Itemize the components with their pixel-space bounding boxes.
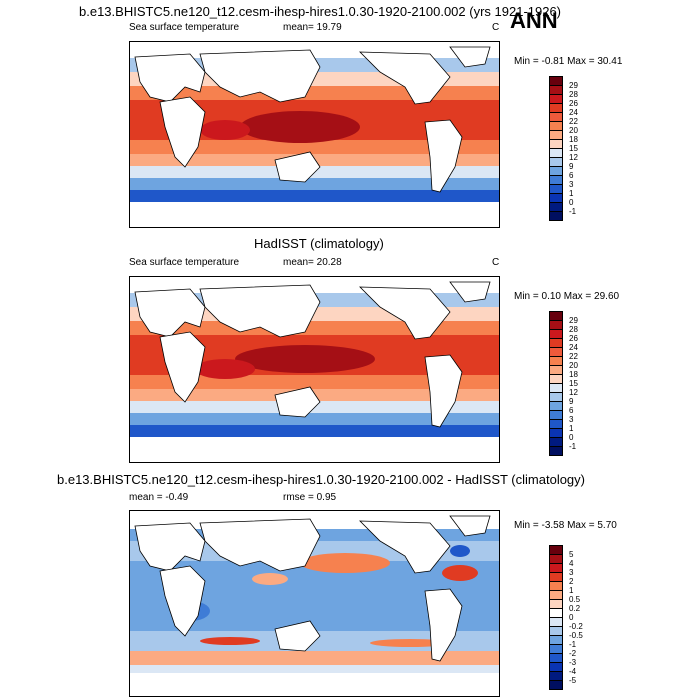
colorbar-label: -5 (569, 676, 577, 685)
colorbar-label: 22 (569, 352, 578, 361)
panel-3-rmse-label: rmse = 0.95 (283, 492, 337, 503)
panel-1-map (129, 41, 500, 228)
colorbar-label: -1 (569, 640, 577, 649)
colorbar-label: 22 (569, 117, 578, 126)
colorbar-label: 6 (569, 406, 574, 415)
colorbar-label: 18 (569, 370, 578, 379)
colorbar-label: 0.2 (569, 604, 581, 613)
colorbar-label: 1 (569, 586, 574, 595)
colorbar-label: -0.2 (569, 622, 583, 631)
colorbar-label: 4 (569, 559, 574, 568)
colorbar-label: -1 (569, 442, 577, 451)
colorbar-label: 6 (569, 171, 574, 180)
colorbar-label: 0 (569, 613, 574, 622)
colorbar-label: 18 (569, 135, 578, 144)
colorbar-label: 3 (569, 415, 574, 424)
panel-3-colorbar: 5 4 3 2 1 0.5 0.2 0 -0.2 -0.5 -1 -2 -3 -… (549, 545, 589, 697)
colorbar-label: 24 (569, 343, 578, 352)
colorbar-label: 9 (569, 162, 574, 171)
colorbar-label: 20 (569, 126, 578, 135)
colorbar-label: 20 (569, 361, 578, 370)
colorbar-label: 0 (569, 198, 574, 207)
panel-1-variable-label: Sea surface temperature (129, 22, 240, 33)
panel-1-colorbar: 29 28 26 24 22 20 18 15 12 9 6 3 1 0 -1 (549, 76, 589, 228)
colorbar-label: 12 (569, 388, 578, 397)
colorbar-label: 26 (569, 334, 578, 343)
panel-3-minmax: Min = -3.58 Max = 5.70 (514, 520, 617, 531)
panel-2-colorbar: 29 28 26 24 22 20 18 15 12 9 6 3 1 0 -1 (549, 311, 589, 463)
colorbar-label: 0 (569, 433, 574, 442)
panel-1-minmax: Min = -0.81 Max = 30.41 (514, 56, 623, 67)
colorbar-label: 29 (569, 316, 578, 325)
panel-1-title: b.e13.BHISTC5.ne120_t12.cesm-ihesp-hires… (79, 4, 562, 19)
colorbar-label: 28 (569, 325, 578, 334)
panel-2-variable-label: Sea surface temperature (129, 257, 240, 268)
panel-2-units-label: C (492, 257, 500, 268)
colorbar-swatch (549, 446, 563, 456)
panel-2-title: HadISST (climatology) (254, 236, 384, 251)
panel-3-title: b.e13.BHISTC5.ne120_t12.cesm-ihesp-hires… (57, 472, 585, 487)
colorbar-swatch (549, 680, 563, 690)
colorbar-label: 5 (569, 550, 574, 559)
colorbar-label: 26 (569, 99, 578, 108)
colorbar-label: 3 (569, 568, 574, 577)
colorbar-label: -4 (569, 667, 577, 676)
panel-3-map (129, 510, 500, 697)
colorbar-label: 15 (569, 144, 578, 153)
colorbar-label: 15 (569, 379, 578, 388)
colorbar-label: 0.5 (569, 595, 581, 604)
panel-2-minmax: Min = 0.10 Max = 29.60 (514, 291, 620, 302)
panel-3-mean-label: mean = -0.49 (129, 492, 189, 503)
colorbar-label: 3 (569, 180, 574, 189)
season-annotation: ANN (510, 8, 558, 33)
colorbar-label: 9 (569, 397, 574, 406)
colorbar-label: 1 (569, 189, 574, 198)
colorbar-label: 29 (569, 81, 578, 90)
colorbar-label: -2 (569, 649, 577, 658)
colorbar-label: 1 (569, 424, 574, 433)
panel-1-units-label: C (492, 22, 500, 33)
colorbar-label: -1 (569, 207, 577, 216)
panel-2-map (129, 276, 500, 463)
panel-2-mean-label: mean= 20.28 (283, 257, 342, 268)
colorbar-label: 12 (569, 153, 578, 162)
colorbar-label: -3 (569, 658, 577, 667)
panel-1-mean-label: mean= 19.79 (283, 22, 342, 33)
colorbar-label: 28 (569, 90, 578, 99)
colorbar-swatch (549, 211, 563, 221)
colorbar-label: 24 (569, 108, 578, 117)
colorbar-label: -0.5 (569, 631, 583, 640)
colorbar-label: 2 (569, 577, 574, 586)
